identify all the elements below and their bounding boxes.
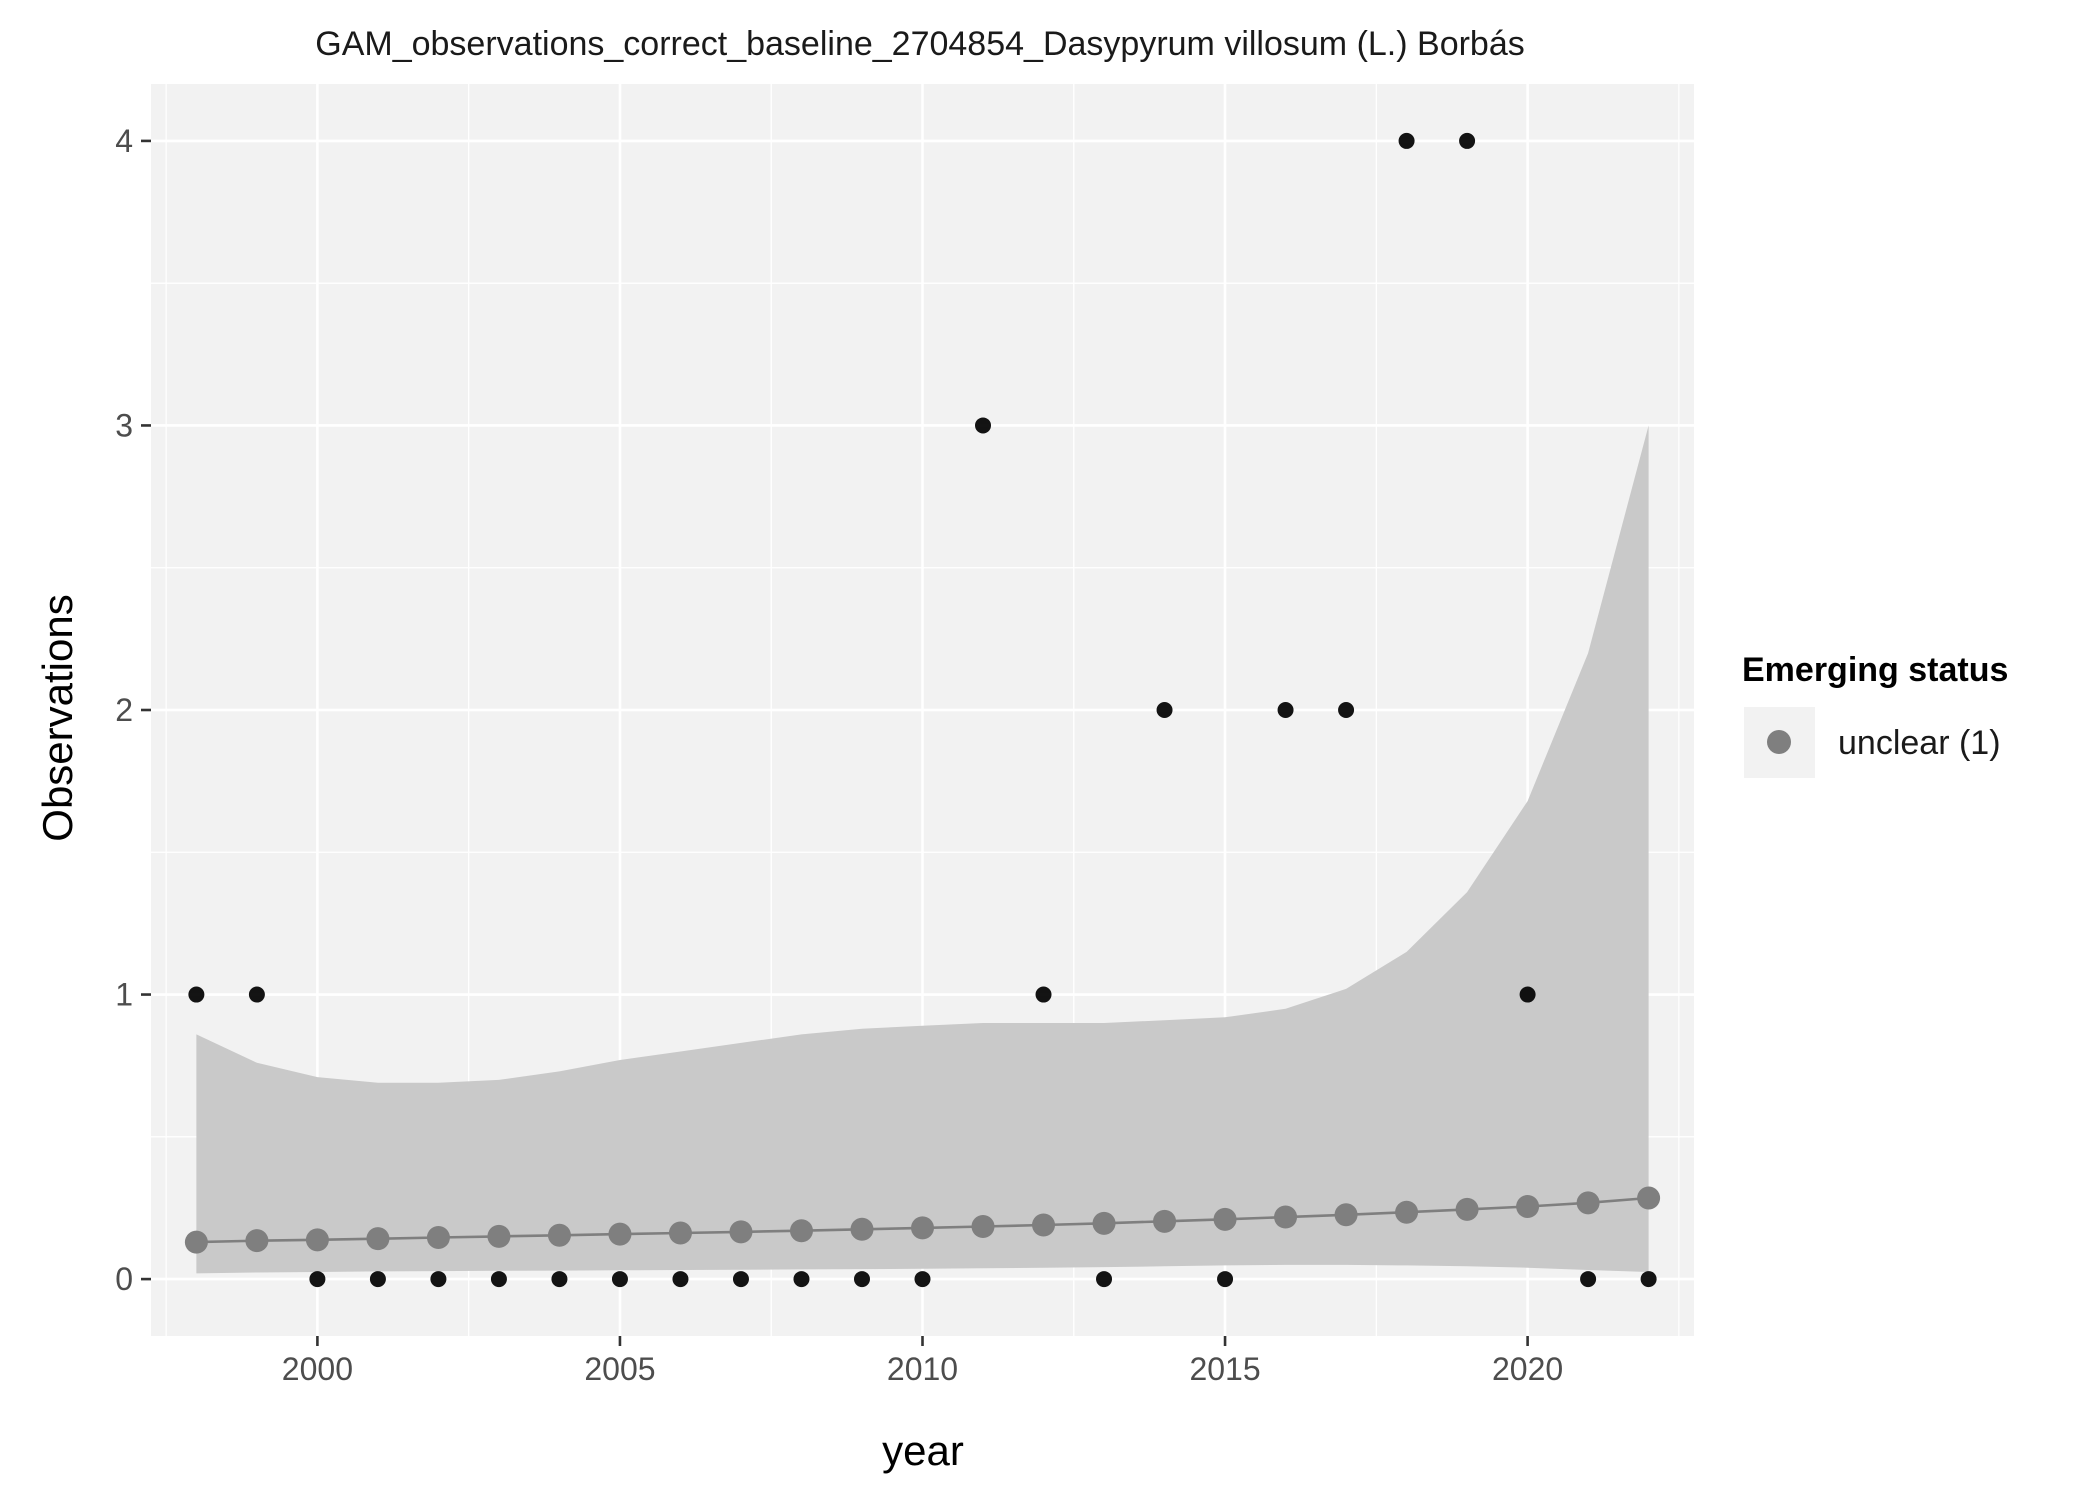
observation-point bbox=[732, 1271, 749, 1288]
observation-point bbox=[309, 1271, 326, 1288]
x-tick-label: 2010 bbox=[887, 1351, 958, 1387]
fit-point bbox=[668, 1221, 692, 1245]
legend-entry-label: unclear (1) bbox=[1838, 724, 2001, 762]
fit-point bbox=[608, 1222, 632, 1246]
fit-point bbox=[1576, 1191, 1600, 1215]
fit-point bbox=[366, 1227, 390, 1251]
observation-point bbox=[793, 1271, 810, 1288]
observation-point bbox=[369, 1271, 386, 1288]
observation-point bbox=[1277, 702, 1294, 718]
fit-point bbox=[729, 1220, 753, 1244]
fit-point bbox=[1516, 1195, 1540, 1219]
fit-point bbox=[487, 1224, 511, 1248]
y-axis: 0 1 2 3 4 bbox=[115, 123, 151, 1297]
fit-point bbox=[1637, 1186, 1661, 1210]
fit-points bbox=[184, 1186, 1661, 1254]
legend: Emerging status unclear (1) bbox=[1742, 651, 2008, 778]
fit-point bbox=[1395, 1200, 1419, 1224]
observation-point bbox=[1580, 1271, 1597, 1288]
observation-point bbox=[914, 1271, 931, 1288]
x-tick-label: 2005 bbox=[584, 1351, 655, 1387]
fit-point bbox=[426, 1226, 450, 1250]
observation-point bbox=[188, 986, 205, 1003]
observation-point bbox=[1640, 1271, 1657, 1288]
observation-point bbox=[1156, 702, 1173, 718]
y-tick-label: 3 bbox=[115, 407, 133, 443]
fit-point bbox=[245, 1229, 269, 1253]
y-tick-label: 2 bbox=[115, 692, 133, 728]
fit-point bbox=[971, 1214, 995, 1238]
fit-point bbox=[305, 1228, 329, 1252]
fit-point bbox=[1455, 1197, 1479, 1221]
observation-point bbox=[1217, 1271, 1234, 1288]
chart-title: GAM_observations_correct_baseline_270485… bbox=[315, 25, 1525, 63]
x-tick-label: 2020 bbox=[1492, 1351, 1563, 1387]
fit-point bbox=[789, 1219, 813, 1243]
legend-key-marker bbox=[1767, 730, 1791, 754]
x-tick-label: 2000 bbox=[282, 1351, 353, 1387]
legend-title: Emerging status bbox=[1742, 651, 2008, 689]
observation-point bbox=[430, 1271, 447, 1288]
observation-point bbox=[551, 1271, 568, 1288]
fit-point bbox=[1334, 1203, 1358, 1227]
fit-point bbox=[911, 1216, 934, 1240]
y-tick-label: 4 bbox=[115, 123, 133, 159]
fit-point bbox=[1274, 1205, 1298, 1229]
fit-point bbox=[1032, 1213, 1056, 1237]
observation-points bbox=[188, 132, 1657, 1288]
observation-point bbox=[1459, 132, 1476, 149]
observation-point bbox=[1338, 702, 1355, 718]
fit-point bbox=[1213, 1207, 1237, 1231]
y-tick-label: 1 bbox=[115, 977, 133, 1013]
observation-point bbox=[853, 1271, 870, 1288]
fit-point bbox=[1153, 1209, 1177, 1233]
observation-point bbox=[1035, 986, 1052, 1003]
fit-point bbox=[850, 1217, 874, 1241]
observation-point bbox=[975, 417, 992, 434]
x-axis: 2000 2005 2010 2015 2020 bbox=[282, 1336, 1563, 1387]
fit-point bbox=[1092, 1211, 1116, 1235]
observation-point bbox=[1398, 132, 1415, 149]
confidence-ribbon bbox=[196, 425, 1649, 1274]
observation-point bbox=[1519, 986, 1536, 1003]
x-axis-label: year bbox=[882, 1427, 964, 1474]
ribbon-layer bbox=[196, 425, 1649, 1274]
fit-point bbox=[547, 1223, 571, 1247]
y-axis-label: Observations bbox=[34, 594, 81, 841]
y-tick-label: 0 bbox=[115, 1261, 133, 1297]
observation-point bbox=[1096, 1271, 1113, 1288]
observation-point bbox=[248, 986, 265, 1003]
fit-point bbox=[184, 1230, 208, 1254]
observation-point bbox=[490, 1271, 507, 1288]
observation-point bbox=[611, 1271, 628, 1288]
x-tick-label: 2015 bbox=[1189, 1351, 1260, 1387]
observation-point bbox=[672, 1271, 689, 1288]
